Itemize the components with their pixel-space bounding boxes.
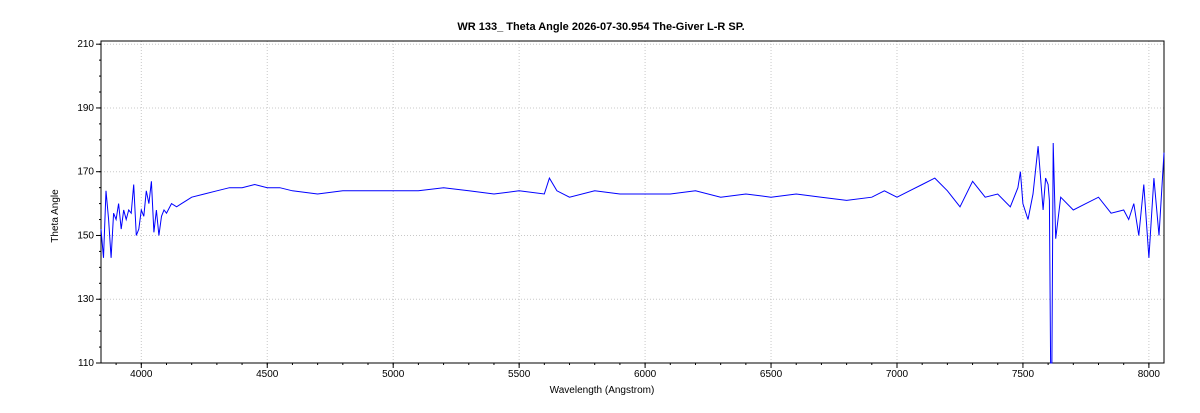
x-tick-label: 6000 — [634, 369, 657, 380]
axis-ticks: 4000 4500 5000 5500 6000 6500 7000 7500 8000 110 1… — [77, 39, 1160, 380]
x-axis-label: Wavelength (Angstrom) — [550, 385, 655, 396]
chart-title: WR 133_ Theta Angle 2026-07-30.954 The-G… — [457, 21, 744, 33]
y-tick-label: 130 — [77, 294, 94, 305]
plot-area — [100, 40, 1165, 364]
y-tick-label: 210 — [77, 39, 94, 50]
x-tick-label: 7000 — [886, 369, 909, 380]
x-tick-label: 7500 — [1012, 369, 1035, 380]
series-line-theta — [100, 142, 1165, 364]
y-tick-label: 150 — [77, 230, 94, 241]
y-tick-label: 190 — [77, 103, 94, 114]
x-tick-label: 4500 — [256, 369, 279, 380]
y-axis-label: Theta Angle — [50, 189, 61, 243]
x-tick-label: 6500 — [760, 369, 783, 380]
y-tick-label: 110 — [78, 358, 94, 369]
grid — [101, 41, 1164, 364]
x-tick-label: 5000 — [382, 369, 405, 380]
x-tick-label: 8000 — [1138, 369, 1161, 380]
x-tick-label: 4000 — [130, 369, 153, 380]
x-tick-label: 5500 — [508, 369, 531, 380]
y-tick-label: 170 — [77, 167, 94, 178]
